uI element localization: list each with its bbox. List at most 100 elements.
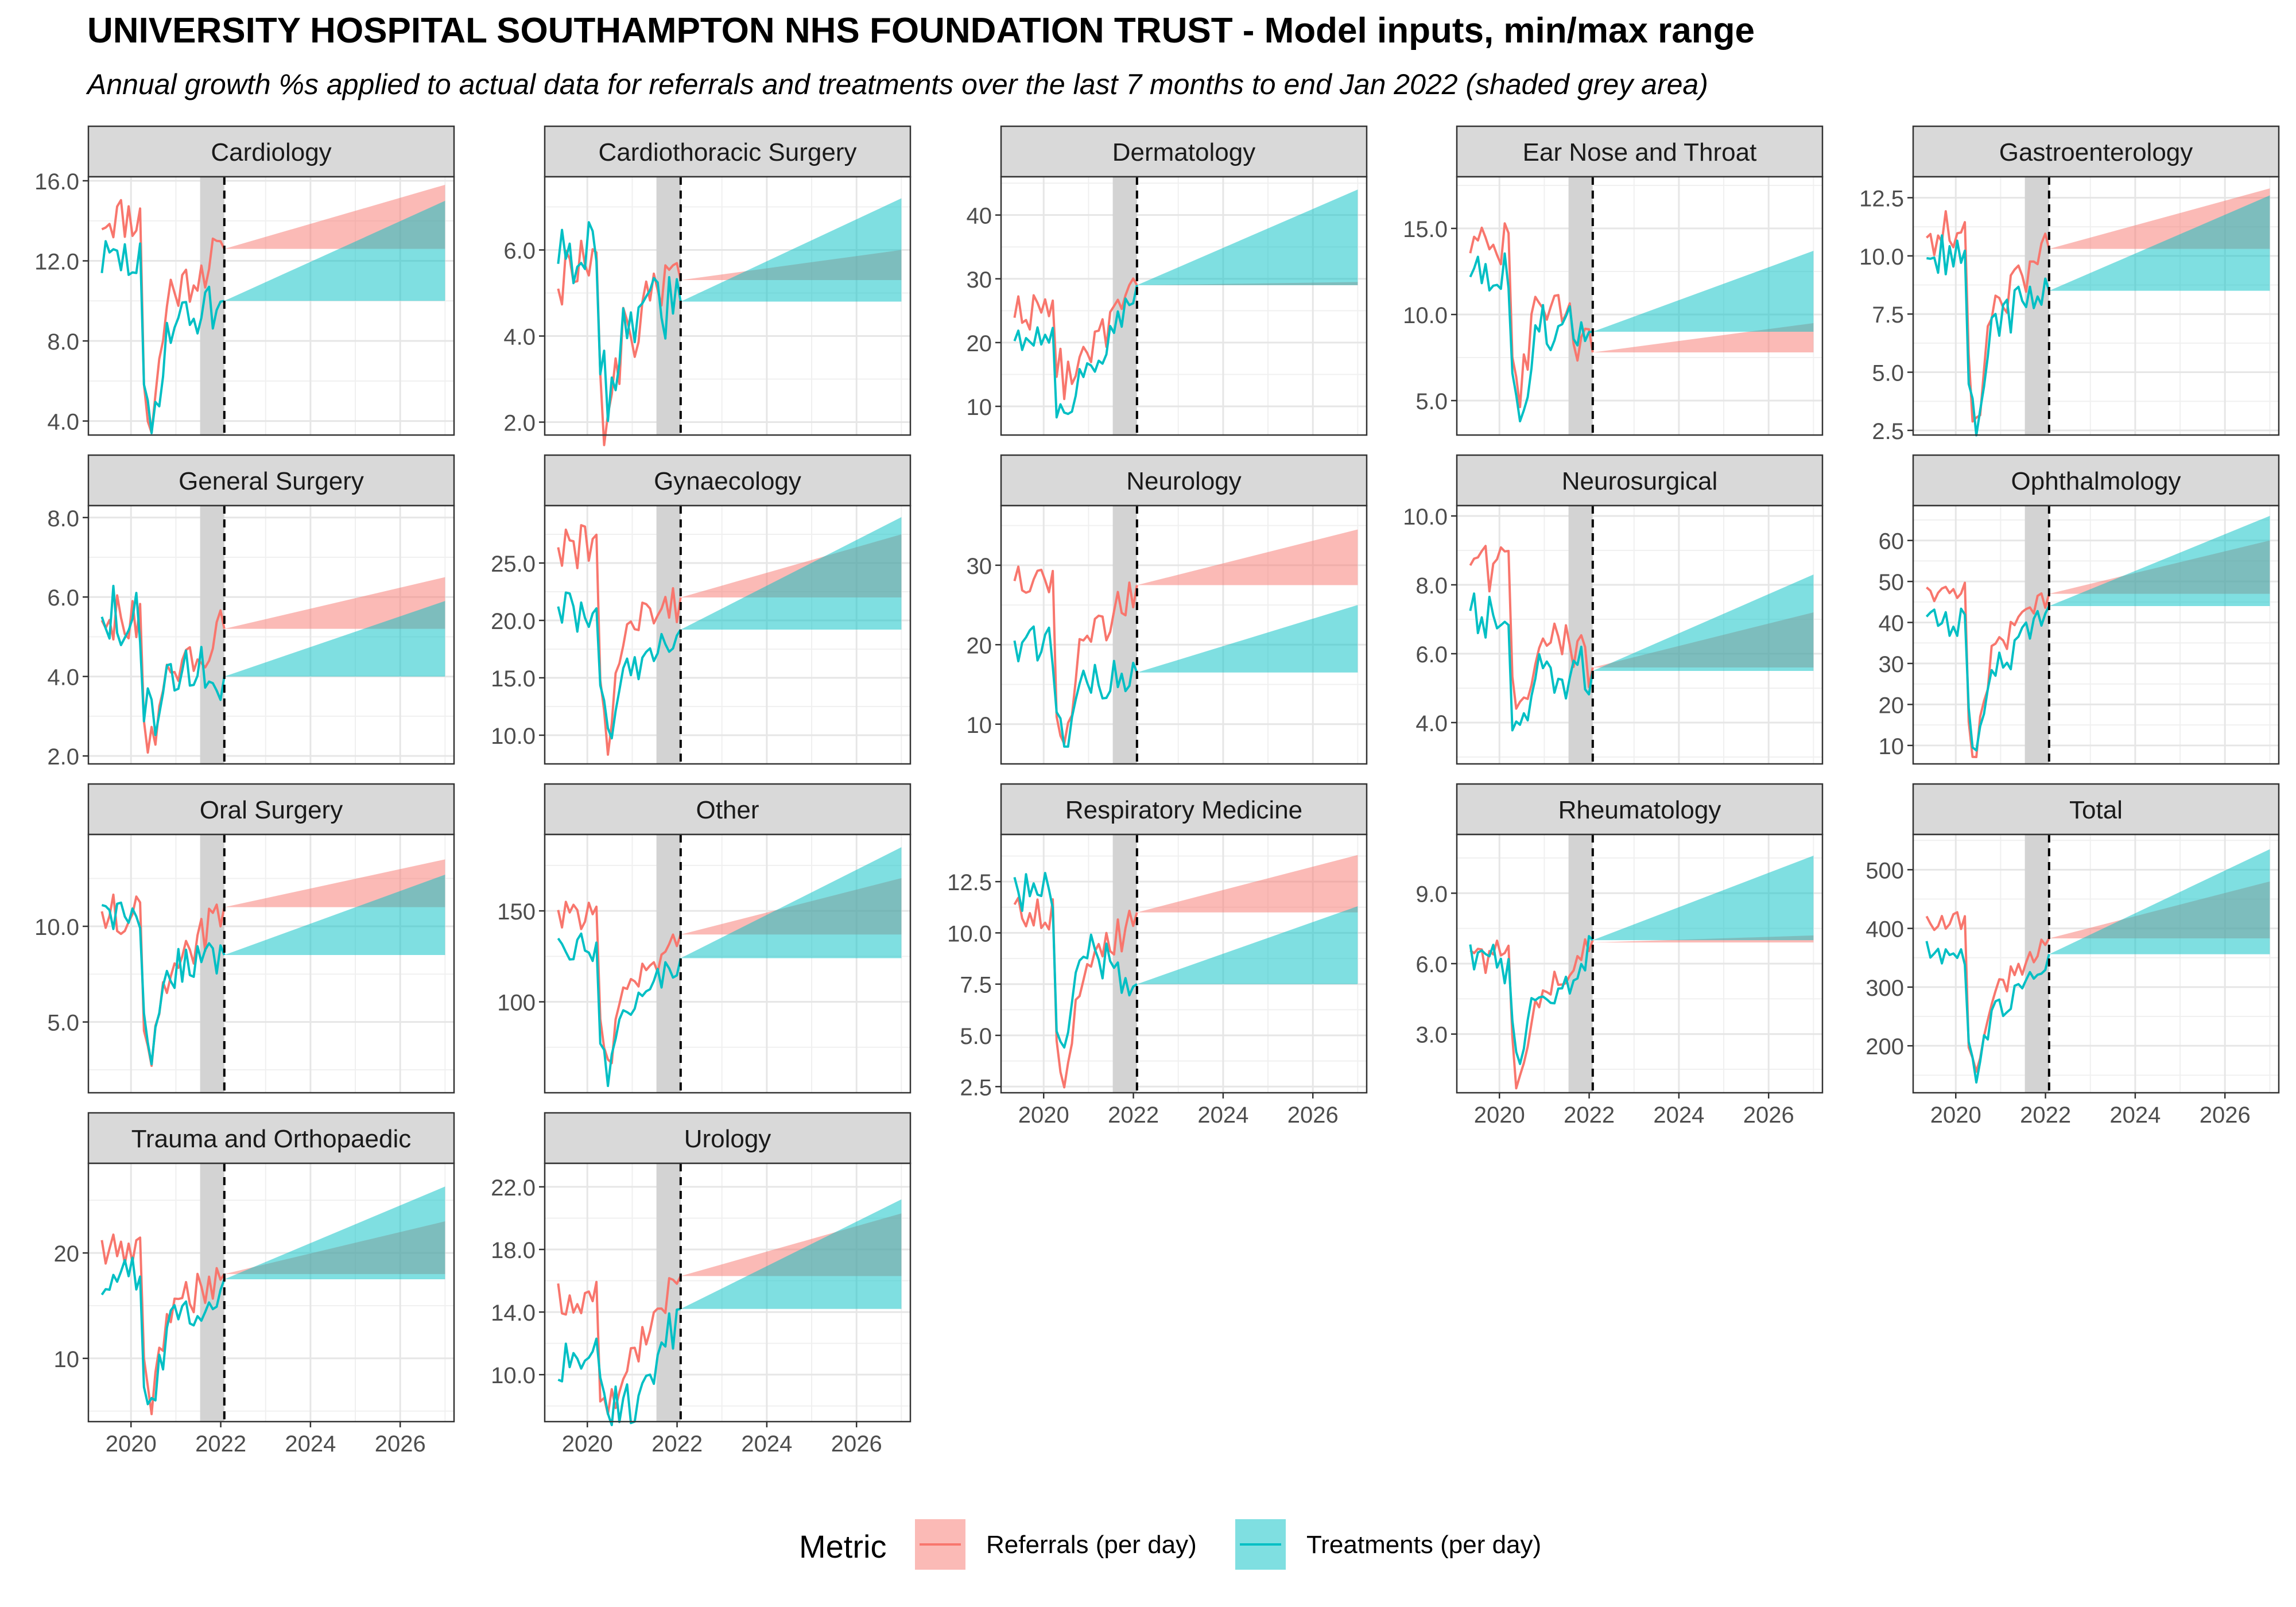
legend-item-treatments-per-day: Treatments (per day) — [1235, 1519, 1541, 1570]
x-tick-label: 2020 — [106, 1431, 157, 1457]
facet-label: Total — [2069, 796, 2123, 824]
panel-border — [1000, 504, 1368, 765]
treatments-series-line — [557, 591, 682, 740]
y-tick-label: 2.0 — [47, 744, 79, 770]
facet-label: General Surgery — [179, 467, 364, 495]
treatments-series-line — [557, 221, 682, 422]
panel-border — [1456, 176, 1824, 436]
treatments-range-band — [1592, 575, 1814, 671]
y-tick-label: 30 — [967, 554, 992, 579]
x-tick-label: 2026 — [1743, 1103, 1794, 1128]
treatments-range-band — [1592, 251, 1814, 332]
y-tick-label: 4.0 — [1415, 711, 1448, 736]
referrals-series-line — [1925, 911, 2050, 1073]
treatments-range-band — [2049, 849, 2270, 954]
panel-total: Total 200 300 400 500 2020 2022 2024 2026 — [1865, 783, 2280, 1128]
chart-subtitle: Annual growth %s applied to actual data … — [87, 68, 1708, 100]
panel-ophthalmology: Ophthalmology 10 20 30 40 50 60 — [1879, 454, 2280, 765]
facet-label: Neurosurgical — [1562, 467, 1717, 495]
y-tick-label: 10 — [967, 713, 992, 738]
facet-strip — [87, 454, 455, 507]
referrals-range-band — [224, 577, 445, 629]
treatments-range-band — [680, 1199, 902, 1309]
x-tick-label: 2020 — [1474, 1103, 1525, 1128]
facet-strip — [1000, 454, 1368, 507]
treatments-range-band — [680, 198, 902, 302]
referrals-series-line — [100, 1233, 226, 1415]
y-tick-label: 6.0 — [1415, 952, 1448, 977]
facet-label: Gynaecology — [654, 467, 801, 495]
y-tick-label: 5.0 — [1415, 389, 1448, 414]
panel-border — [544, 833, 912, 1094]
panel-cardiothoracic-surgery: Cardiothoracic Surgery 2.0 4.0 6.0 — [503, 125, 912, 447]
y-tick-label: 50 — [1879, 570, 1905, 595]
facet-label: Gastroenterology — [1999, 138, 2193, 166]
y-tick-label: 10.0 — [1403, 504, 1448, 530]
facet-strip — [1456, 125, 1824, 178]
y-tick-label: 2.0 — [503, 411, 536, 436]
treatments-series-line — [1013, 872, 1138, 1049]
facet-label: Cardiology — [211, 138, 331, 166]
x-tick-label: 2026 — [831, 1431, 882, 1457]
x-tick-label: 2024 — [1197, 1103, 1248, 1128]
y-tick-label: 6.0 — [503, 239, 536, 264]
y-tick-label: 10 — [1879, 734, 1905, 759]
referrals-series-line — [1013, 565, 1138, 745]
shaded-window — [2024, 177, 2049, 435]
y-tick-label: 5.0 — [1872, 361, 1904, 386]
panel-oral-surgery: Oral Surgery 5.0 10.0 — [34, 783, 455, 1094]
panel-border — [87, 833, 455, 1094]
y-tick-label: 14.0 — [491, 1301, 536, 1326]
legend-item-referrals-per-day: Referrals (per day) — [915, 1519, 1197, 1570]
y-tick-label: 20 — [1879, 693, 1905, 718]
y-tick-label: 10.0 — [491, 1363, 536, 1388]
x-tick-label: 2022 — [1108, 1103, 1159, 1128]
referrals-series-line — [1013, 896, 1138, 1089]
y-tick-label: 16.0 — [34, 169, 79, 195]
treatments-series-line — [1013, 625, 1138, 748]
panel-border — [87, 176, 455, 436]
treatments-series-line — [557, 932, 682, 1088]
x-tick-label: 2022 — [651, 1431, 703, 1457]
y-tick-label: 15.0 — [491, 666, 536, 692]
panel-border — [1912, 833, 2280, 1094]
panel-border — [544, 504, 912, 765]
y-tick-label: 10.0 — [947, 921, 992, 946]
facet-strip — [544, 454, 912, 507]
legend: Metric Referrals (per day) Treatments (per… — [799, 1519, 1541, 1570]
panel-other: Other 100 150 — [497, 783, 912, 1094]
y-tick-label: 8.0 — [47, 329, 79, 355]
x-tick-label: 2020 — [1018, 1103, 1069, 1128]
y-tick-label: 10.0 — [1859, 244, 1904, 270]
y-tick-label: 200 — [1865, 1034, 1904, 1059]
treatments-series-line — [1925, 941, 2050, 1084]
x-tick-label: 2024 — [285, 1431, 336, 1457]
facet-label: Neurology — [1126, 467, 1242, 495]
treatments-range-band — [1137, 605, 1358, 673]
y-tick-label: 3.0 — [1415, 1023, 1448, 1048]
referrals-range-band — [1137, 529, 1358, 585]
treatments-range-band — [1137, 906, 1358, 984]
panel-gynaecology: Gynaecology 10.0 15.0 20.0 25.0 — [491, 454, 912, 765]
treatments-range-band — [1137, 189, 1358, 285]
y-tick-label: 300 — [1865, 976, 1904, 1001]
panel-cardiology: Cardiology 4.0 8.0 12.0 16.0 — [34, 125, 455, 436]
y-tick-label: 40 — [1879, 611, 1905, 636]
facet-label: Dermatology — [1112, 138, 1255, 166]
y-tick-label: 5.0 — [960, 1024, 992, 1049]
legend-label: Referrals (per day) — [986, 1531, 1197, 1559]
x-tick-label: 2022 — [1564, 1103, 1615, 1128]
y-tick-label: 4.0 — [47, 410, 79, 435]
y-tick-label: 22.0 — [491, 1175, 536, 1201]
x-tick-label: 2024 — [1653, 1103, 1704, 1128]
x-tick-label: 2020 — [562, 1431, 613, 1457]
facet-strip — [1456, 454, 1824, 507]
y-tick-label: 20.0 — [491, 609, 536, 634]
facet-strip — [1000, 125, 1368, 178]
y-tick-label: 12.5 — [1859, 186, 1904, 211]
referrals-series-line — [1013, 277, 1138, 401]
y-tick-label: 150 — [497, 899, 536, 925]
